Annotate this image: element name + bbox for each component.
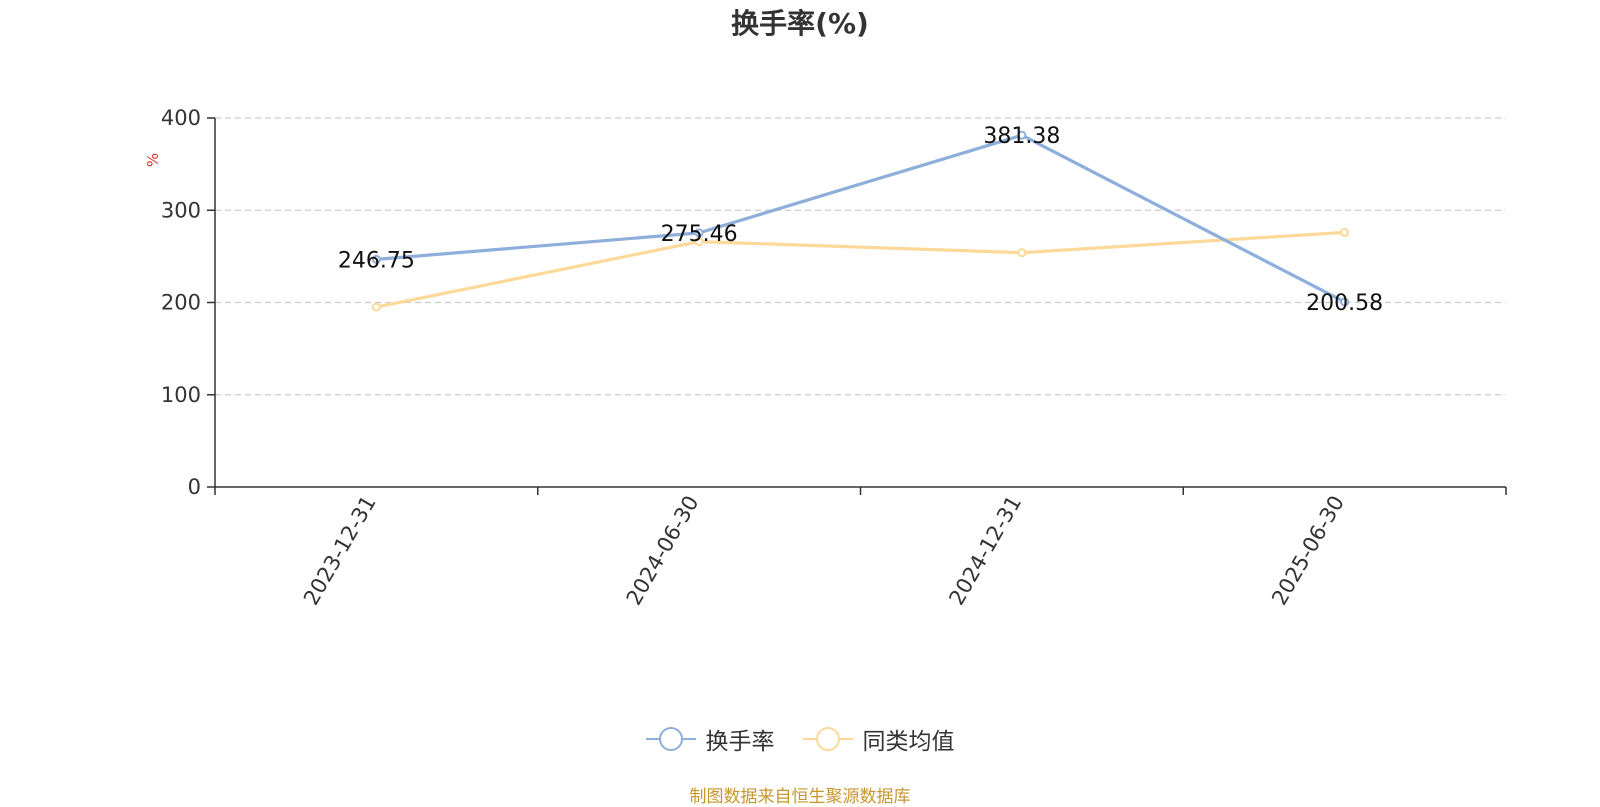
grid-lines <box>215 117 1506 396</box>
x-tick-label: 2024-06-30 <box>622 492 704 610</box>
y-tick-label: 200 <box>161 291 201 315</box>
data-point-0[interactable] <box>1017 130 1027 140</box>
axes: 0 100 200 300 400 2023-12-31 2024-06-30 2024-12… <box>161 106 1507 610</box>
data-point-0[interactable] <box>1340 297 1350 307</box>
legend-swatch-peer-average-icon <box>802 727 853 751</box>
y-tick-label: 0 <box>188 475 201 499</box>
data-point-0[interactable] <box>694 228 704 238</box>
legend-item-peer-average[interactable]: 同类均值 <box>802 722 955 756</box>
source-note: 制图数据来自恒生聚源数据库 <box>689 787 911 807</box>
series-lines <box>371 130 1350 312</box>
data-point-1[interactable] <box>1017 248 1027 258</box>
data-labels: 246.75 275.46 381.38 200.58 <box>338 124 1383 316</box>
legend: 换手率 同类均值 <box>0 722 1600 756</box>
legend-label-turnover: 换手率 <box>705 729 775 755</box>
data-point-1[interactable] <box>694 237 704 247</box>
y-tick-label: 100 <box>161 383 201 407</box>
x-tick-label: 2025-06-30 <box>1267 492 1349 610</box>
data-point-1[interactable] <box>1340 227 1350 237</box>
chart-title: 换手率(%) <box>731 7 869 40</box>
data-label: 200.58 <box>1306 291 1383 316</box>
legend-swatch-turnover-icon <box>645 727 696 751</box>
data-label: 275.46 <box>661 222 738 247</box>
y-axis-title: % <box>144 153 162 167</box>
legend-label-peer-average: 同类均值 <box>862 729 955 755</box>
data-label: 381.38 <box>983 124 1060 149</box>
series-line-0 <box>376 133 1346 304</box>
x-tick-label: 2024-12-31 <box>944 492 1026 610</box>
x-tick-label: 2023-12-31 <box>299 492 381 610</box>
series-line-1 <box>376 230 1345 309</box>
data-label: 246.75 <box>338 248 415 273</box>
y-tick-label: 300 <box>161 198 201 222</box>
legend-item-turnover[interactable]: 换手率 <box>645 722 775 756</box>
y-tick-label: 400 <box>161 106 201 130</box>
data-point-1[interactable] <box>371 302 381 312</box>
data-point-0[interactable] <box>371 254 381 264</box>
